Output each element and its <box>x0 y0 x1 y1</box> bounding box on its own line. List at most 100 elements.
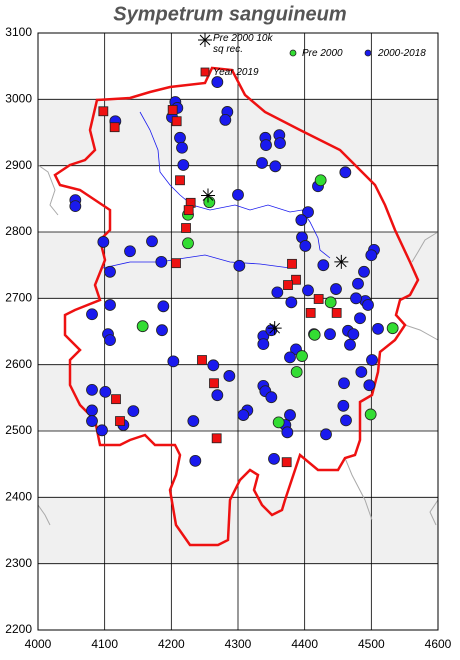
point <box>269 160 282 173</box>
y-tick-label: 2300 <box>5 556 32 570</box>
point <box>363 379 376 392</box>
point <box>320 428 332 441</box>
point <box>115 416 125 426</box>
point <box>171 116 182 127</box>
x-tick-label: 4300 <box>225 637 252 651</box>
point <box>233 259 246 272</box>
y-tick-label: 2800 <box>5 224 32 238</box>
point <box>317 259 330 272</box>
point <box>156 324 168 337</box>
point <box>331 308 342 318</box>
x-tick-label: 4200 <box>158 637 185 651</box>
point <box>223 370 236 382</box>
point <box>257 338 270 351</box>
point <box>86 308 98 321</box>
point <box>290 366 303 378</box>
legend-marker <box>200 67 210 77</box>
point <box>267 321 282 336</box>
point <box>283 280 293 290</box>
point <box>99 385 112 398</box>
coast <box>37 164 59 216</box>
legend-label: Year 2019 <box>213 67 259 78</box>
point <box>340 414 352 427</box>
point <box>187 415 200 427</box>
point <box>146 235 158 248</box>
point <box>124 245 136 258</box>
point <box>287 258 297 269</box>
y-tick-label: 2600 <box>5 357 32 371</box>
point <box>284 351 296 364</box>
y-tick-label: 2900 <box>5 158 32 172</box>
coastline <box>37 164 439 526</box>
county-boundary <box>53 66 420 547</box>
point <box>69 200 82 213</box>
point <box>308 328 321 341</box>
legend-label: Pre 2000 <box>302 48 343 59</box>
point <box>174 131 186 144</box>
point <box>98 106 109 117</box>
point <box>274 137 286 150</box>
point <box>104 334 116 347</box>
x-tick-label: 4600 <box>425 637 452 651</box>
y-tick-label: 3000 <box>5 92 32 106</box>
point <box>272 416 285 429</box>
point <box>281 426 294 439</box>
point <box>337 399 350 412</box>
coast <box>344 457 373 521</box>
river <box>139 111 331 259</box>
point <box>296 350 308 362</box>
plot-frame <box>37 32 439 631</box>
point <box>324 328 336 341</box>
point <box>334 254 349 269</box>
legend-marker <box>364 49 372 57</box>
point <box>171 258 181 269</box>
point <box>338 377 350 390</box>
point <box>197 355 207 365</box>
point <box>295 214 308 226</box>
point <box>177 159 190 171</box>
legend-label: 2000-2018 <box>378 48 426 59</box>
point <box>291 274 301 285</box>
point <box>97 236 110 248</box>
point <box>209 378 219 389</box>
point <box>232 188 244 201</box>
x-tick-label: 4100 <box>91 637 118 651</box>
point <box>355 366 368 378</box>
coast <box>429 499 439 526</box>
point <box>285 296 298 309</box>
point <box>305 308 316 318</box>
y-tick-label: 2200 <box>5 622 32 636</box>
rivers <box>102 111 331 269</box>
point <box>314 174 327 187</box>
point <box>201 188 215 203</box>
point <box>211 433 222 444</box>
point <box>344 338 356 351</box>
point <box>265 324 278 337</box>
point <box>386 322 399 335</box>
point <box>96 424 108 437</box>
x-tick-label: 4400 <box>291 637 318 651</box>
point <box>271 286 284 299</box>
point <box>189 454 202 467</box>
coast <box>404 324 439 341</box>
point <box>362 299 374 311</box>
point <box>350 292 362 305</box>
point <box>364 408 377 421</box>
legend-marker <box>289 49 297 57</box>
y-tick-label: 2400 <box>5 490 32 504</box>
point <box>313 294 324 304</box>
point <box>86 383 98 396</box>
point <box>268 452 280 465</box>
point <box>211 76 224 88</box>
x-tick-label: 4000 <box>25 637 52 651</box>
point <box>265 391 278 404</box>
axes: 2200 2300 2400 2500 2600 2700 2800 2900 3000 3100… <box>5 25 451 651</box>
point <box>358 265 370 278</box>
point <box>167 105 178 115</box>
point <box>181 223 191 233</box>
y-tick-label: 3100 <box>5 25 32 39</box>
point <box>372 322 384 335</box>
point <box>347 328 360 341</box>
y-tick-label: 2700 <box>5 291 32 305</box>
point <box>127 405 140 418</box>
